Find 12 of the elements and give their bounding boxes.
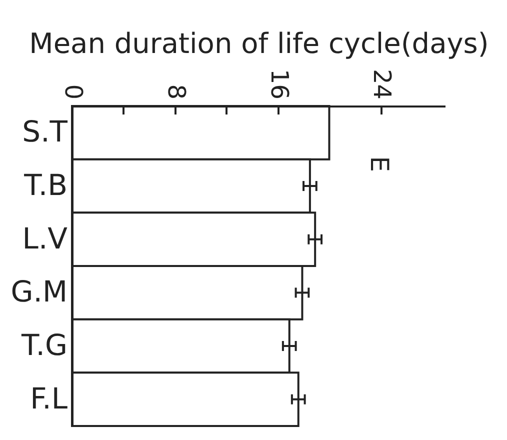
y-tick-label: T.G: [20, 328, 68, 362]
y-tick-label: S.T: [22, 114, 68, 149]
y-tick-label: T.B: [23, 168, 68, 202]
y-tick-label: L.V: [22, 221, 68, 256]
x-tick-label: 0: [60, 84, 88, 100]
x-axis-title: Mean duration of life cycle(days): [29, 26, 489, 60]
y-tick-label: G.M: [10, 274, 68, 309]
x-tick-label: 8: [162, 84, 190, 100]
y-tick-label: F.L: [30, 381, 68, 416]
annotation: E: [365, 156, 394, 172]
x-tick-label: 24: [368, 68, 396, 100]
x-tick-label: 16: [265, 68, 294, 100]
